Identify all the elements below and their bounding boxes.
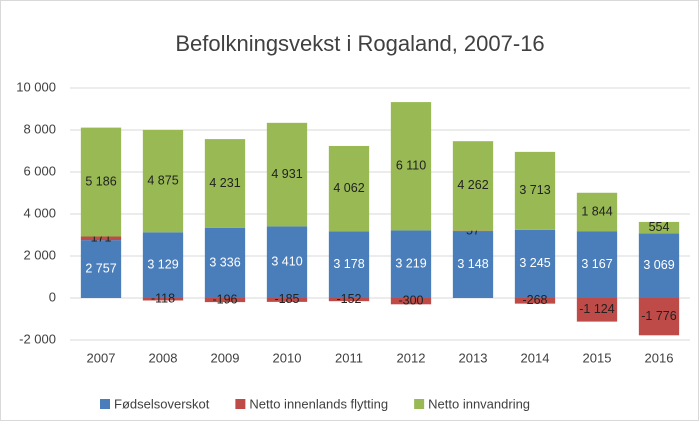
value-label: 4 231 <box>209 176 240 190</box>
y-tick-label: 6 000 <box>23 163 56 178</box>
y-tick-label: 8 000 <box>23 121 56 136</box>
value-label: 4 875 <box>147 173 178 187</box>
bar-segment <box>514 229 556 298</box>
chart-title: Befolkningsvekst i Rogaland, 2007-16 <box>175 31 544 56</box>
legend-swatch <box>414 399 425 409</box>
value-label: 3 069 <box>643 258 674 272</box>
value-label: -300 <box>398 293 423 307</box>
bar-segment <box>452 231 494 298</box>
bar-segment <box>142 129 184 233</box>
bar-segment <box>266 226 308 298</box>
legend-label: Netto innvandring <box>428 396 530 411</box>
bar-segment <box>328 145 370 232</box>
value-label: -118 <box>151 292 175 306</box>
value-label: 6 110 <box>396 159 426 173</box>
legend-label: Netto innenlands flytting <box>249 396 388 411</box>
x-tick-label: 2012 <box>397 350 426 365</box>
bar-segment <box>576 298 618 322</box>
bar-segment <box>638 298 680 336</box>
value-label: -1 776 <box>641 309 676 323</box>
x-tick-label: 2013 <box>459 350 488 365</box>
bar-segment <box>638 233 680 298</box>
bar-segment <box>452 230 494 232</box>
value-label: -185 <box>274 292 299 306</box>
x-tick-label: 2009 <box>211 350 240 365</box>
legend-swatch <box>100 399 110 409</box>
x-tick-label: 2008 <box>149 350 178 365</box>
value-label: 3 713 <box>519 183 550 197</box>
bar-segment <box>390 298 432 305</box>
legend-label: Fødselsoverskot <box>114 396 210 411</box>
bar-segment <box>514 151 556 230</box>
value-label: 4 062 <box>333 181 364 195</box>
bar-segment <box>80 127 122 237</box>
value-label: 554 <box>649 220 670 234</box>
bar-segment <box>328 231 370 298</box>
bar-segment <box>142 298 184 301</box>
value-label: 3 167 <box>581 257 612 271</box>
value-label: 3 410 <box>271 254 302 268</box>
value-label: -196 <box>212 292 237 306</box>
value-label: -152 <box>336 292 361 306</box>
x-tick-label: 2015 <box>583 350 612 365</box>
bar-segment <box>328 298 370 302</box>
value-label: 3 129 <box>147 257 178 271</box>
y-tick-label: 0 <box>49 289 56 304</box>
x-tick-label: 2014 <box>521 350 550 365</box>
value-label: 5 186 <box>85 174 116 188</box>
value-label: -268 <box>522 293 547 307</box>
value-label: 3 148 <box>457 257 488 271</box>
legend-swatch <box>235 399 246 409</box>
value-label: 3 178 <box>333 257 364 271</box>
x-tick-label: 2016 <box>645 350 674 365</box>
bar-segment <box>266 122 308 227</box>
x-tick-label: 2011 <box>335 350 363 365</box>
bar-segment <box>514 298 556 304</box>
y-tick-label: -2 000 <box>19 331 56 346</box>
y-tick-label: 2 000 <box>23 247 56 262</box>
bar-segment <box>576 231 618 298</box>
bar-segment <box>390 230 432 298</box>
bar-segment <box>576 192 618 232</box>
value-label: 3 336 <box>209 255 240 269</box>
bar-segment <box>266 298 308 302</box>
bar-segment <box>80 236 122 241</box>
value-label: 2 757 <box>85 261 116 275</box>
bar-segment <box>204 298 246 303</box>
y-tick-label: 4 000 <box>23 205 56 220</box>
x-tick-label: 2010 <box>273 350 302 365</box>
value-label: 4 931 <box>271 167 302 181</box>
bar-segment <box>204 139 246 228</box>
value-label: 3 219 <box>395 256 426 270</box>
bar-segment <box>638 221 680 234</box>
value-label: 4 262 <box>457 178 488 192</box>
bar-segment <box>204 227 246 298</box>
value-label: 1 844 <box>581 204 612 218</box>
value-label: -1 124 <box>579 302 614 316</box>
value-label: 3 245 <box>519 256 550 270</box>
bar-segment <box>452 141 494 231</box>
bar-segment <box>390 102 432 231</box>
y-tick-label: 10 000 <box>16 79 56 94</box>
bar-segment <box>142 232 184 298</box>
bar-segment <box>80 240 122 298</box>
x-tick-label: 2007 <box>87 350 116 365</box>
